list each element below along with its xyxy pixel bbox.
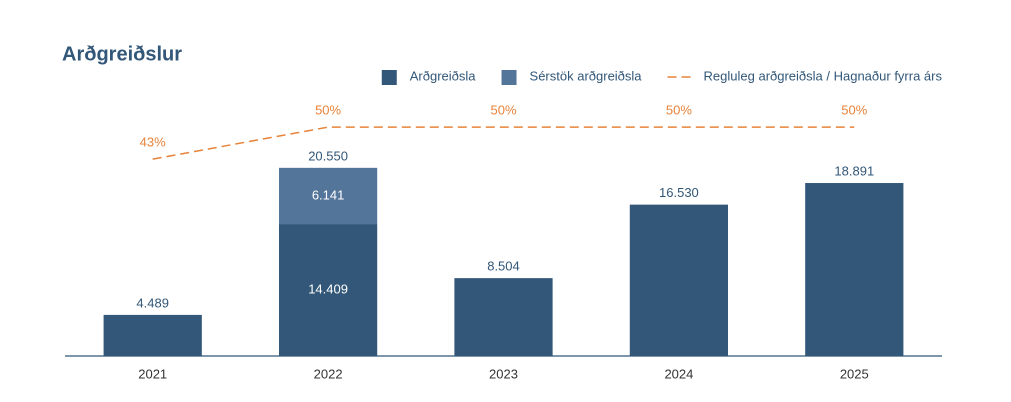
x-tick-label: 2021 — [138, 366, 167, 381]
legend-label: Regluleg arðgreiðsla / Hagnaður fyrra ár… — [704, 68, 943, 83]
data-label: 8.504 — [487, 259, 520, 274]
line-label: 50% — [666, 103, 692, 118]
bar — [103, 314, 202, 356]
data-label: 4.489 — [136, 295, 169, 310]
bar — [629, 204, 729, 356]
data-label: 14.409 — [308, 281, 348, 296]
bar — [278, 224, 378, 356]
x-tick-label: 2025 — [840, 366, 869, 381]
line — [152, 126, 855, 160]
total-label: 20.550 — [308, 148, 348, 163]
line-label: 50% — [490, 103, 516, 118]
data-label: 6.141 — [312, 187, 345, 202]
legend-label: Arðgreiðsla — [410, 68, 477, 83]
legend-label: Sérstök arðgreiðsla — [530, 68, 643, 83]
bar — [454, 278, 553, 356]
bar — [278, 167, 378, 225]
x-tick-label: 2024 — [664, 366, 693, 381]
line-label: 50% — [315, 103, 341, 118]
line-label: 50% — [841, 103, 867, 118]
x-tick-label: 2023 — [489, 366, 518, 381]
chart-title: Arðgreiðslur — [62, 43, 182, 65]
bar — [805, 183, 904, 356]
legend-swatch — [381, 70, 397, 85]
data-label: 16.530 — [659, 185, 699, 200]
legend-swatch — [501, 70, 517, 85]
line-label: 43% — [140, 135, 166, 150]
data-label: 18.891 — [834, 163, 874, 178]
x-tick-label: 2022 — [314, 366, 343, 381]
